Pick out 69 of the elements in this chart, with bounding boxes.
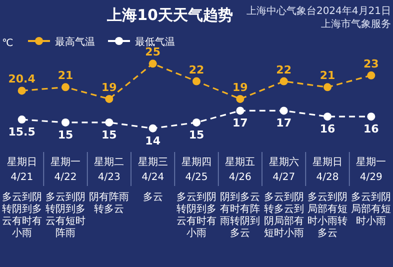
data-label: 22 bbox=[188, 63, 204, 76]
data-label: 15.5 bbox=[8, 126, 36, 139]
x-tick-label: 4/23 bbox=[98, 172, 120, 183]
text: 星期四 bbox=[182, 156, 212, 168]
point bbox=[105, 94, 114, 103]
point bbox=[148, 60, 157, 68]
point bbox=[236, 94, 244, 103]
point bbox=[18, 116, 26, 124]
data-label: 15 bbox=[188, 128, 204, 142]
data-label: 19 bbox=[232, 80, 248, 94]
text: 阴到多云有时有阵雨转阴到多云 bbox=[220, 191, 260, 239]
data-label: 20.4 bbox=[8, 72, 36, 86]
data-label: 14 bbox=[145, 134, 161, 148]
point bbox=[280, 77, 288, 86]
data-label: 19 bbox=[102, 80, 117, 94]
point bbox=[280, 106, 288, 115]
point bbox=[367, 71, 376, 80]
text: 星期日 bbox=[6, 156, 37, 168]
x-tick-label: 4/22 bbox=[54, 172, 77, 183]
x-tick-label: 4/27 bbox=[272, 172, 296, 183]
text: 多云到阴转阴到多云有短时阵雨 bbox=[46, 191, 86, 239]
text: 多云到阴转多云到阴局部有短时小雨 bbox=[264, 191, 304, 239]
chart-title: 上海10天天气趋势 bbox=[106, 6, 233, 24]
text: 星期日 bbox=[312, 156, 342, 168]
point bbox=[18, 86, 26, 95]
x-tick-label: 4/25 bbox=[185, 172, 208, 183]
x-tick-label: 4/28 bbox=[316, 172, 339, 183]
data-label: 25 bbox=[145, 46, 160, 59]
point bbox=[62, 118, 70, 126]
text: 星期二 bbox=[94, 156, 124, 168]
point bbox=[192, 118, 200, 126]
data-label: 15 bbox=[58, 128, 74, 142]
legend-label: 最高气温 bbox=[55, 36, 95, 48]
text: 阴有阵雨转多云 bbox=[89, 191, 130, 215]
data-label: 16 bbox=[320, 122, 336, 136]
data-label: 22 bbox=[276, 63, 292, 76]
text: 上海市气象服务 bbox=[321, 18, 391, 30]
text: 多云到阴局部有短时小雨 bbox=[351, 191, 392, 227]
text: 多云到阴转阴到多云有时有小雨 bbox=[2, 191, 42, 239]
point bbox=[105, 118, 114, 126]
text: 多云到阴局部有短时小雨转多云 bbox=[308, 191, 348, 239]
text: 星期三 bbox=[138, 156, 168, 168]
data-label: 21 bbox=[58, 69, 74, 82]
point bbox=[62, 83, 70, 92]
legend-label: 最低气温 bbox=[135, 36, 175, 48]
text: 星期一 bbox=[50, 156, 80, 168]
x-tick-label: 4/29 bbox=[360, 172, 382, 183]
text: 星期一 bbox=[356, 156, 386, 168]
point bbox=[192, 77, 200, 86]
data-label: 23 bbox=[364, 57, 379, 70]
x-tick-label: 4/24 bbox=[142, 172, 164, 183]
point bbox=[367, 112, 376, 121]
text: 多云到阴转阴到多云有时有小雨 bbox=[176, 191, 216, 239]
data-label: 16 bbox=[364, 122, 380, 136]
data-label: 17 bbox=[232, 116, 248, 130]
point bbox=[324, 83, 332, 92]
data-label: 15 bbox=[102, 128, 117, 142]
data-label: 21 bbox=[320, 69, 336, 82]
text: 星期六 bbox=[268, 156, 299, 168]
point bbox=[324, 112, 332, 121]
y-axis-title: ℃ bbox=[2, 38, 14, 49]
x-tick-label: 4/21 bbox=[10, 172, 34, 183]
text: 星期五 bbox=[225, 156, 256, 168]
text: 多云 bbox=[142, 191, 163, 203]
text: 上海中心气象台2024年4月21日 bbox=[246, 5, 391, 17]
point bbox=[236, 106, 244, 115]
data-label: 17 bbox=[276, 116, 292, 130]
point bbox=[148, 124, 157, 132]
x-tick-label: 4/26 bbox=[228, 172, 252, 183]
